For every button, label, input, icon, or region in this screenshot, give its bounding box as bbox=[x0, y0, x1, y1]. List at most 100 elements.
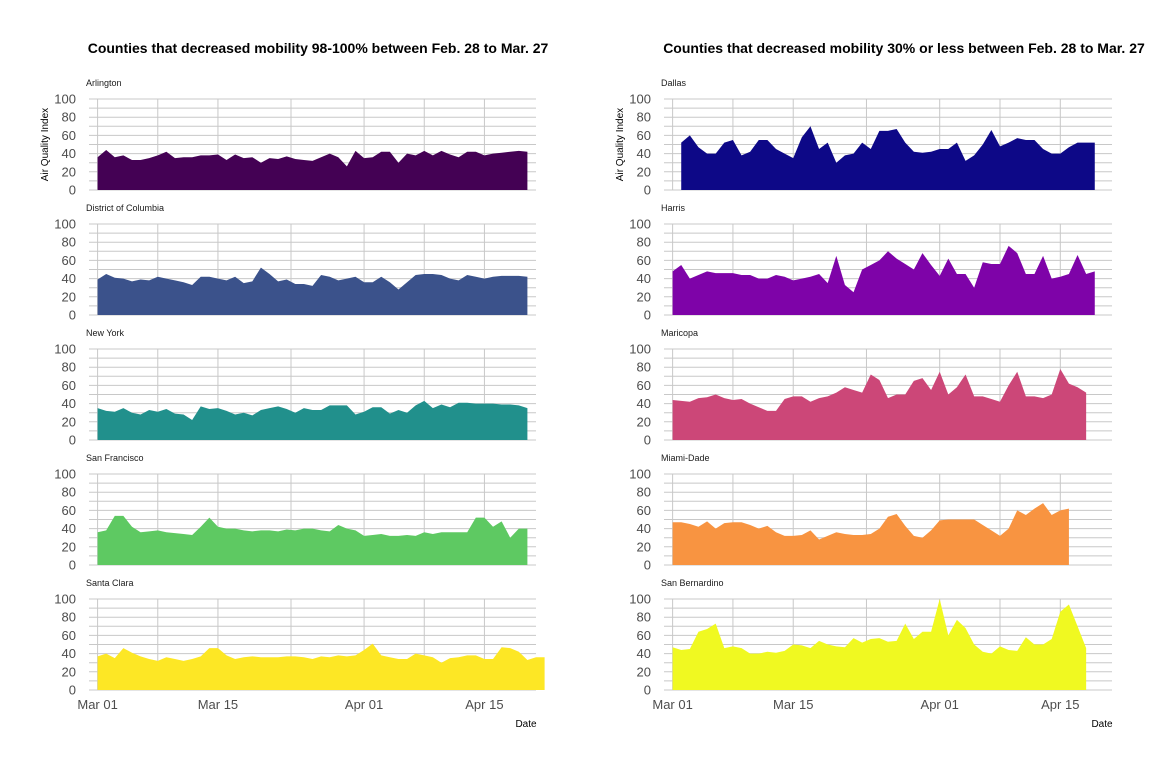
area-series-santa-clara bbox=[97, 643, 545, 690]
y-tick-label: 20 bbox=[62, 164, 76, 179]
y-tick-label: 80 bbox=[62, 360, 76, 375]
y-tick-label: 40 bbox=[637, 396, 651, 411]
area-series-dallas bbox=[681, 126, 1095, 190]
y-tick-label: 0 bbox=[644, 183, 651, 198]
facet-0-1: District of Columbia 0 20 40 60 80 100 bbox=[54, 203, 536, 323]
y-tick-label: 20 bbox=[637, 539, 651, 554]
facet-0-2: New York 0 20 40 60 80 100 bbox=[54, 328, 536, 448]
x-tick-label: Apr 01 bbox=[345, 697, 383, 712]
y-tick-label: 60 bbox=[637, 628, 651, 643]
y-tick-label: 40 bbox=[637, 146, 651, 161]
y-tick-label: 60 bbox=[62, 378, 76, 393]
y-tick-label: 20 bbox=[62, 539, 76, 554]
chart-panel-1: Counties that decreased mobility 30% or … bbox=[615, 40, 1145, 730]
y-tick-label: 80 bbox=[62, 110, 76, 125]
y-tick-label: 0 bbox=[644, 308, 651, 323]
x-axis-label: Date bbox=[515, 719, 537, 730]
y-tick-label: 0 bbox=[69, 683, 76, 698]
y-tick-label: 80 bbox=[62, 485, 76, 500]
y-tick-label: 100 bbox=[54, 342, 76, 357]
y-tick-label: 40 bbox=[637, 646, 651, 661]
facet-label: San Bernardino bbox=[661, 578, 724, 588]
y-tick-label: 100 bbox=[629, 342, 651, 357]
facet-label: Miami-Dade bbox=[661, 453, 710, 463]
y-tick-label: 0 bbox=[69, 558, 76, 573]
y-tick-label: 20 bbox=[637, 289, 651, 304]
y-tick-label: 40 bbox=[62, 646, 76, 661]
y-tick-label: 20 bbox=[62, 664, 76, 679]
y-tick-label: 60 bbox=[62, 128, 76, 143]
y-tick-label: 20 bbox=[637, 414, 651, 429]
x-tick-label: Apr 15 bbox=[465, 697, 503, 712]
y-tick-label: 40 bbox=[637, 521, 651, 536]
y-tick-label: 40 bbox=[637, 271, 651, 286]
x-tick-label: Mar 15 bbox=[198, 697, 238, 712]
area-series-san-bernardino bbox=[672, 599, 1087, 690]
panels-layer: Counties that decreased mobility 98-100%… bbox=[40, 40, 1145, 730]
area-series-maricopa bbox=[672, 369, 1087, 440]
y-tick-label: 100 bbox=[629, 592, 651, 607]
y-tick-label: 0 bbox=[69, 433, 76, 448]
y-tick-label: 100 bbox=[54, 467, 76, 482]
facet-1-1: Harris 0 20 40 60 80 100 bbox=[629, 203, 1112, 323]
y-tick-label: 20 bbox=[62, 414, 76, 429]
y-tick-label: 100 bbox=[54, 217, 76, 232]
y-tick-label: 0 bbox=[644, 433, 651, 448]
facet-label: San Francisco bbox=[86, 453, 144, 463]
x-tick-label: Mar 01 bbox=[652, 697, 692, 712]
y-tick-label: 40 bbox=[62, 521, 76, 536]
facet-label: Maricopa bbox=[661, 328, 698, 338]
y-tick-label: 0 bbox=[69, 183, 76, 198]
chart-title-1: Counties that decreased mobility 30% or … bbox=[663, 40, 1145, 56]
area-series-san-francisco bbox=[97, 515, 528, 565]
facet-1-4: San Bernardino 0 20 40 60 80 100 Mar 01 Mar 15 Ap… bbox=[629, 578, 1113, 730]
area-series-district-of-columbia bbox=[97, 267, 528, 315]
y-tick-label: 60 bbox=[637, 503, 651, 518]
facet-label: Arlington bbox=[86, 78, 122, 88]
y-tick-label: 20 bbox=[62, 289, 76, 304]
y-tick-label: 60 bbox=[637, 128, 651, 143]
y-tick-label: 40 bbox=[62, 396, 76, 411]
y-tick-label: 80 bbox=[62, 235, 76, 250]
y-tick-label: 60 bbox=[637, 253, 651, 268]
y-axis-label: Air Quality Index bbox=[615, 108, 626, 181]
y-tick-label: 80 bbox=[637, 485, 651, 500]
x-axis-label: Date bbox=[1091, 719, 1113, 730]
y-tick-label: 20 bbox=[637, 164, 651, 179]
facet-label: Santa Clara bbox=[86, 578, 134, 588]
y-tick-label: 80 bbox=[62, 610, 76, 625]
chart-panel-0: Counties that decreased mobility 98-100%… bbox=[40, 40, 549, 730]
y-tick-label: 100 bbox=[629, 467, 651, 482]
area-series-arlington bbox=[97, 149, 528, 190]
facet-label: New York bbox=[86, 328, 125, 338]
x-tick-label: Mar 15 bbox=[773, 697, 813, 712]
facet-1-3: Miami-Dade 0 20 40 60 80 100 bbox=[629, 453, 1112, 573]
y-tick-label: 80 bbox=[637, 235, 651, 250]
y-tick-label: 40 bbox=[62, 271, 76, 286]
facet-label: Dallas bbox=[661, 78, 687, 88]
facet-0-3: San Francisco 0 20 40 60 80 100 bbox=[54, 453, 536, 573]
facet-1-2: Maricopa 0 20 40 60 80 100 bbox=[629, 328, 1112, 448]
x-tick-label: Mar 01 bbox=[77, 697, 117, 712]
y-tick-label: 20 bbox=[637, 664, 651, 679]
y-tick-label: 0 bbox=[644, 558, 651, 573]
x-tick-label: Apr 01 bbox=[921, 697, 959, 712]
area-series-harris bbox=[672, 245, 1095, 315]
y-tick-label: 100 bbox=[629, 217, 651, 232]
x-tick-label: Apr 15 bbox=[1041, 697, 1079, 712]
y-tick-label: 0 bbox=[69, 308, 76, 323]
y-tick-label: 60 bbox=[62, 503, 76, 518]
facet-label: District of Columbia bbox=[86, 203, 164, 213]
y-tick-label: 80 bbox=[637, 360, 651, 375]
y-tick-label: 60 bbox=[637, 378, 651, 393]
area-series-new-york bbox=[97, 400, 528, 440]
facet-0-4: Santa Clara 0 20 40 60 80 100 Mar 01 Mar 15 Apr 0… bbox=[54, 578, 545, 730]
y-tick-label: 60 bbox=[62, 628, 76, 643]
y-tick-label: 40 bbox=[62, 146, 76, 161]
y-axis-label: Air Quality Index bbox=[40, 108, 51, 181]
y-tick-label: 80 bbox=[637, 110, 651, 125]
y-tick-label: 80 bbox=[637, 610, 651, 625]
